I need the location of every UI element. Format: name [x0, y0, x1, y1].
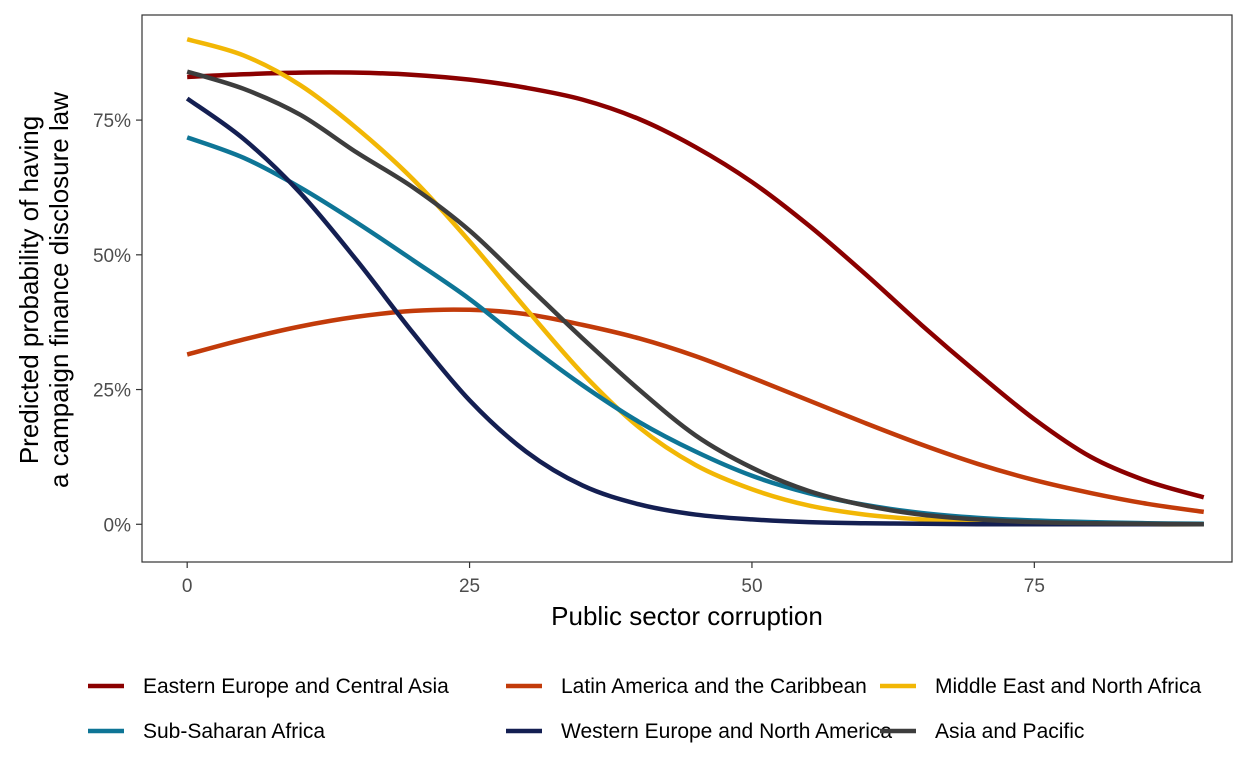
x-tick-label: 75 — [1024, 576, 1045, 597]
x-tick-label: 0 — [182, 576, 193, 597]
x-tick-label: 50 — [741, 576, 762, 597]
y-axis-title-line-2: a campaign finance disclosure law — [44, 92, 74, 488]
y-tick-label: 0% — [104, 515, 132, 536]
legend-label: Eastern Europe and Central Asia — [143, 675, 449, 698]
series-line-asia-and-pacific — [186, 69, 1204, 527]
legend-item-sub-saharan-africa: Sub-Saharan Africa — [88, 720, 325, 743]
y-axis-ticks: 0% 25% 50% 75% — [93, 111, 142, 536]
y-axis-title-line-1: Predicted probability of having — [14, 116, 44, 464]
series-line-latin-america-and-the-caribbean — [186, 307, 1205, 515]
legend-item-latin-america-and-the-caribbean: Latin America and the Caribbean — [506, 675, 867, 698]
legend-label: Asia and Pacific — [935, 720, 1084, 743]
series-line-eastern-europe-and-central-asia — [187, 70, 1205, 500]
series-line-western-europe-and-north-america — [185, 96, 1204, 527]
legend-item-middle-east-and-north-africa: Middle East and North Africa — [880, 675, 1201, 698]
y-tick-label: 75% — [93, 111, 131, 132]
plot-panel-border — [141, 14, 1233, 563]
legend-item-asia-and-pacific: Asia and Pacific — [880, 720, 1084, 743]
legend-label: Western Europe and North America — [561, 720, 892, 743]
legend: Eastern Europe and Central Asia Latin Ame… — [88, 675, 1201, 743]
x-axis-ticks: 0 25 50 75 — [182, 562, 1045, 597]
y-tick-label: 50% — [93, 246, 131, 267]
x-axis-title: Public sector corruption — [551, 601, 823, 631]
y-axis-title: Predicted probability of having a campai… — [14, 92, 74, 488]
y-tick-label: 25% — [93, 381, 131, 402]
legend-label: Middle East and North Africa — [935, 675, 1201, 698]
legend-label: Sub-Saharan Africa — [143, 720, 325, 743]
legend-item-western-europe-and-north-america: Western Europe and North America — [506, 720, 892, 743]
x-tick-label: 25 — [459, 576, 480, 597]
series-lines — [185, 37, 1205, 527]
legend-label: Latin America and the Caribbean — [561, 675, 867, 698]
legend-item-eastern-europe-and-central-asia: Eastern Europe and Central Asia — [88, 675, 449, 698]
